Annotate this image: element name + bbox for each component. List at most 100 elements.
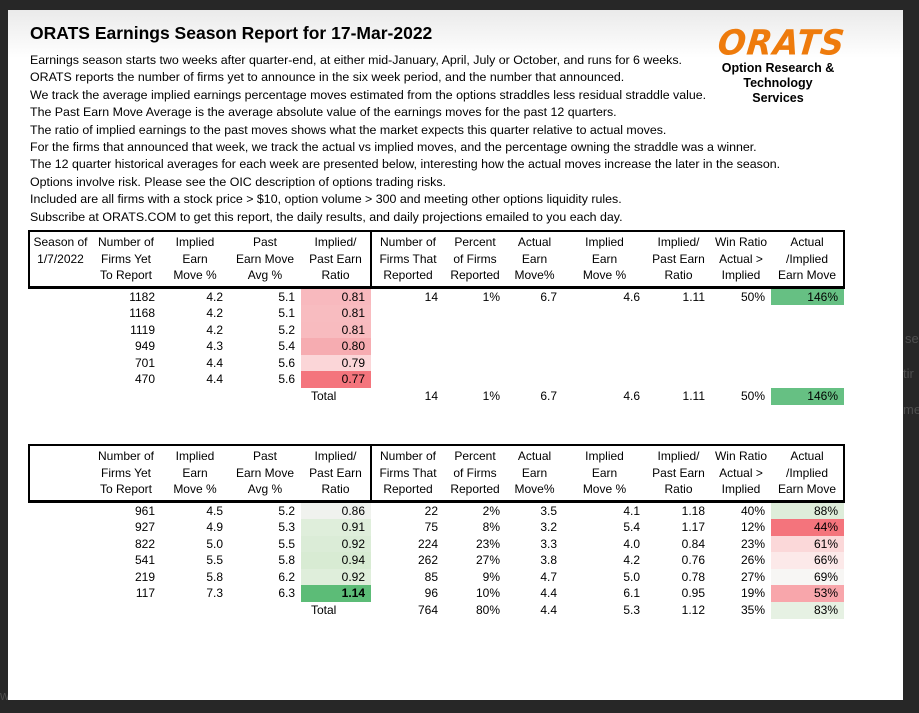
- table-row: 219 5.8 6.2 0.92 85 9% 4.7 5.0 0.78 27% 69%: [29, 568, 844, 586]
- table-cell: 949: [134, 339, 155, 354]
- table-cell: [29, 287, 91, 305]
- table-row: 117 7.3 6.3 1.14 96 10% 4.4 6.1 0.95 19% 53%: [29, 585, 844, 603]
- tagline-line-2: Technology Services: [743, 76, 813, 105]
- column-header-cell: Earn: [521, 251, 548, 266]
- intro-line: Subscribe at ORATS.COM to get this repor…: [30, 209, 623, 224]
- table-cell: 4.2: [206, 306, 223, 321]
- table-cell: 40%: [740, 503, 765, 518]
- table-cell: 117: [135, 586, 155, 601]
- column-header-cell: Move%: [506, 267, 563, 289]
- table-cell: [161, 602, 229, 619]
- table-cell: 0.91: [301, 519, 371, 536]
- table-cell: [371, 305, 444, 322]
- table-cell: 4.4: [206, 355, 223, 370]
- column-header-cell: To Report: [91, 267, 161, 289]
- table-cell: 4.4: [540, 586, 557, 601]
- table-cell: [563, 355, 646, 372]
- table-cell: [771, 338, 844, 355]
- table-cell: 5.4: [278, 339, 295, 354]
- table-row: Total 14 1% 6.7 4.6 1.11 50% 146%: [29, 388, 844, 405]
- table-cell: 219: [134, 569, 155, 584]
- table-cell: 5.0: [206, 536, 223, 551]
- table-cell: 50%: [740, 289, 765, 304]
- table-cell: 96: [424, 586, 438, 601]
- table-cell: [91, 388, 161, 405]
- table-cell: [29, 355, 91, 372]
- table-cell: [771, 371, 844, 388]
- column-header-cell: Reported: [371, 267, 444, 289]
- intro-line: Earnings season starts two weeks after q…: [30, 53, 682, 67]
- table-cell: 66%: [771, 552, 844, 569]
- table-row: 822 5.0 5.5 0.92 224 23% 3.3 4.0 0.84 23% 61%: [29, 535, 844, 553]
- column-header-cell: Firms Yet: [100, 465, 151, 480]
- orats-logo: ORATS Option Research & Technology Servi…: [716, 22, 847, 106]
- table-row: 470 4.4 5.6 0.77: [29, 371, 844, 389]
- intro-line: For the firms that announced that week, …: [30, 140, 757, 155]
- table-cell: 3.3: [540, 536, 557, 551]
- table-cell: 5.2: [278, 322, 295, 337]
- table-cell: 4.4: [540, 603, 557, 618]
- intro-line: The Past Earn Move Average is the averag…: [30, 105, 617, 120]
- table-cell: [444, 338, 506, 355]
- column-header-cell: /Implied: [771, 250, 845, 267]
- table-cell: 12%: [740, 520, 765, 535]
- table-cell: 3.2: [540, 520, 557, 535]
- table-cell: [29, 338, 91, 355]
- table-cell: [161, 388, 229, 405]
- table-cell: 961: [134, 503, 155, 518]
- table-cell: 4.7: [540, 569, 557, 584]
- table-cell: [91, 602, 161, 619]
- table-cell: [29, 585, 91, 602]
- column-header-cell: Win Ratio: [711, 444, 771, 465]
- table-cell: 4.2: [206, 322, 223, 337]
- table-cell: 5.4: [623, 520, 640, 535]
- table-cell: 0.81: [301, 287, 371, 306]
- column-header-cell: Ratio: [646, 481, 711, 503]
- column-header-cell: Implied: [161, 444, 229, 465]
- column-header-cell: Actual: [506, 444, 563, 465]
- table-cell: [444, 322, 506, 339]
- table-cell: 0.95: [681, 586, 705, 601]
- table-cell: [711, 305, 771, 322]
- table-cell: [563, 305, 646, 322]
- table-cell: 0.78: [681, 569, 705, 584]
- table-cell: 26%: [740, 553, 765, 568]
- table-cell: 0.92: [301, 535, 371, 553]
- table-cell: 0.77: [301, 371, 371, 389]
- column-header-cell: Earn: [521, 465, 548, 480]
- column-header-cell: Actual: [506, 230, 563, 251]
- table-cell: 0.86: [301, 501, 371, 520]
- column-header-cell: /Implied: [771, 464, 845, 481]
- column-header-cell: Actual >: [719, 251, 763, 266]
- column-header-cell: Earn Move: [235, 465, 295, 480]
- season-table-historical: Number of Implied Past Implied/Number of Per…: [28, 444, 845, 619]
- column-header-cell: Ratio: [646, 267, 711, 289]
- table-cell: [646, 371, 711, 388]
- column-header-cell: Percent: [444, 230, 506, 251]
- table-cell: 23%: [740, 536, 765, 551]
- column-header-cell: of Firms: [453, 251, 497, 266]
- table-cell: [771, 322, 844, 339]
- column-header-cell: Move %: [563, 481, 646, 503]
- table-cell: 146%: [771, 388, 844, 405]
- table-cell: 701: [134, 355, 155, 370]
- table-cell: [29, 552, 91, 569]
- table-cell: 5.5: [278, 536, 295, 551]
- table-cell: [371, 322, 444, 339]
- table-cell: [563, 338, 646, 355]
- column-header-cell: Move %: [161, 267, 229, 289]
- background-text-fragment: w: [0, 688, 10, 703]
- table-cell: 5.8: [206, 569, 223, 584]
- table-cell: [29, 501, 91, 519]
- table-cell: 22: [424, 503, 438, 518]
- table-cell: 822: [134, 536, 155, 551]
- table-cell: 75: [424, 520, 438, 535]
- column-header-cell: Earn: [591, 251, 618, 266]
- table-cell: 4.0: [623, 536, 640, 551]
- table-cell: [29, 519, 91, 536]
- table-cell: 5.1: [278, 289, 295, 304]
- table-cell: 5.3: [623, 603, 640, 618]
- table-cell: 1.18: [681, 503, 705, 518]
- table-cell: 541: [134, 553, 155, 568]
- intro-line: Options involve risk. Please see the OIC…: [30, 174, 446, 189]
